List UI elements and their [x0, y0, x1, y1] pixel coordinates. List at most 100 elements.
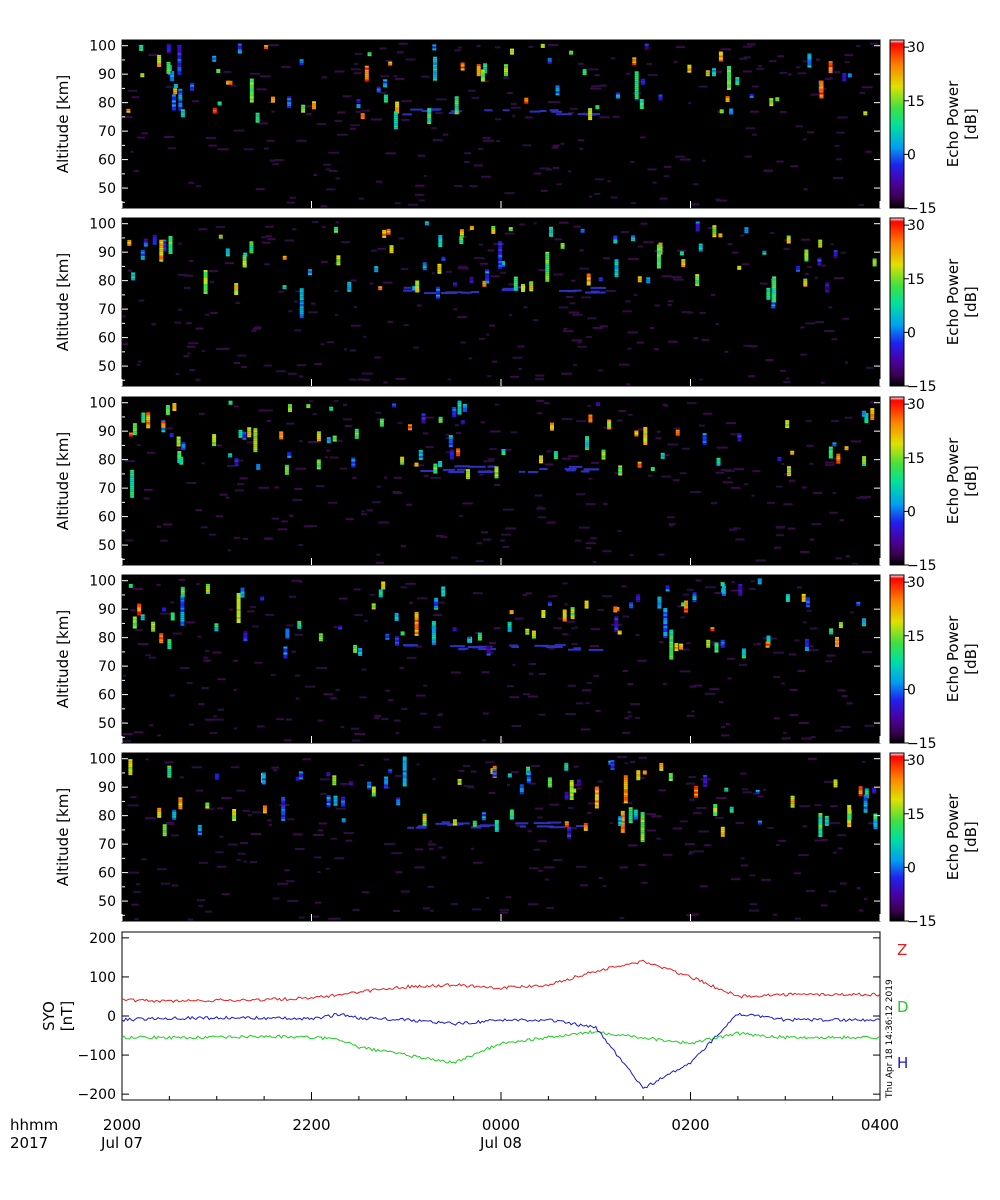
echo-cell — [424, 223, 429, 226]
echo-cell — [436, 288, 440, 291]
echo-cell — [396, 803, 401, 806]
echo-cell — [545, 259, 550, 262]
noise-cell — [610, 57, 616, 60]
echo-cell — [395, 109, 400, 112]
echo-cell — [727, 80, 731, 82]
noise-cell — [423, 474, 429, 477]
noise-cell — [271, 517, 279, 520]
echo-cell — [541, 612, 546, 614]
echo-cell — [157, 813, 162, 816]
noise-cell — [316, 667, 328, 669]
echo-cell — [582, 112, 589, 115]
echo-cell — [766, 287, 771, 290]
echo-cell — [570, 615, 575, 618]
echo-cell — [336, 259, 341, 262]
echo-cell — [720, 582, 725, 585]
noise-cell — [560, 142, 565, 145]
echo-cell — [170, 614, 175, 617]
echo-cell — [460, 66, 465, 69]
echo-cell — [494, 826, 499, 828]
noise-cell — [131, 903, 139, 906]
echo-cell — [308, 271, 312, 274]
echo-cell — [261, 778, 266, 781]
echo-cell — [623, 801, 628, 804]
noise-cell — [680, 648, 690, 651]
echo-cell — [287, 98, 292, 101]
echo-cell — [395, 103, 400, 106]
noise-cell — [446, 270, 453, 273]
echo-cell — [396, 801, 401, 804]
noise-cell — [454, 49, 461, 52]
echo-cell — [501, 289, 519, 292]
echo-cell — [772, 288, 777, 291]
echo-cell — [400, 456, 405, 459]
noise-cell — [627, 683, 634, 685]
echo-cell — [395, 101, 400, 104]
echo-cell — [640, 814, 645, 817]
echo-cell — [253, 438, 258, 441]
echo-cell — [165, 409, 170, 411]
echo-cell — [847, 811, 852, 814]
echo-cell — [741, 652, 746, 655]
echo-cell — [162, 247, 167, 250]
noise-cell — [509, 696, 520, 699]
echo-cell — [172, 409, 177, 411]
echo-cell — [714, 642, 719, 645]
noise-cell — [184, 286, 191, 289]
echo-cell — [650, 469, 655, 471]
noise-cell — [743, 70, 752, 73]
echo-cell — [818, 815, 823, 817]
echo-cell — [858, 786, 863, 789]
noise-cell — [765, 359, 774, 361]
echo-cell — [466, 475, 470, 478]
noise-cell — [574, 539, 582, 542]
echo-cell — [508, 229, 513, 232]
noise-cell — [832, 492, 837, 494]
noise-cell — [349, 378, 356, 381]
echo-cell — [437, 263, 442, 266]
echo-cell — [389, 247, 394, 250]
noise-cell — [314, 362, 323, 365]
noise-cell — [739, 57, 748, 60]
noise-cell — [691, 710, 695, 713]
noise-cell — [758, 65, 763, 68]
noise-cell — [363, 335, 367, 338]
noise-cell — [438, 712, 443, 715]
echo-cell — [157, 60, 162, 63]
noise-cell — [663, 165, 672, 168]
noise-cell — [454, 424, 459, 427]
echo-cell — [486, 653, 491, 656]
echo-cell — [326, 795, 331, 797]
colorbar-gradient — [889, 396, 905, 566]
echo-cell — [576, 825, 588, 827]
echo-cell — [242, 262, 247, 265]
echo-cell — [642, 770, 647, 773]
noise-cell — [481, 80, 489, 83]
echo-cell — [480, 77, 485, 80]
noise-cell — [340, 241, 351, 244]
noise-cell — [375, 561, 385, 564]
noise-cell — [626, 383, 631, 386]
echo-cell — [236, 595, 241, 597]
echo-cell — [427, 112, 432, 115]
echo-cell — [847, 823, 852, 825]
echo-cell — [130, 479, 135, 482]
noise-cell — [385, 689, 390, 692]
echo-cell — [510, 50, 514, 53]
echo-cell — [832, 444, 837, 447]
echo-cell — [427, 110, 432, 113]
echo-cell — [771, 302, 776, 305]
echo-cell — [457, 778, 462, 781]
echo-cell — [316, 461, 321, 464]
echo-cell — [712, 70, 716, 73]
echo-cell — [383, 94, 388, 97]
noise-cell — [495, 118, 502, 121]
noise-cell — [226, 496, 230, 499]
noise-cell — [864, 724, 875, 727]
noise-cell — [305, 113, 312, 116]
echo-cell — [847, 75, 852, 78]
noise-cell — [785, 377, 790, 380]
echo-cell — [804, 638, 809, 641]
noise-cell — [320, 778, 330, 781]
noise-cell — [216, 865, 227, 868]
